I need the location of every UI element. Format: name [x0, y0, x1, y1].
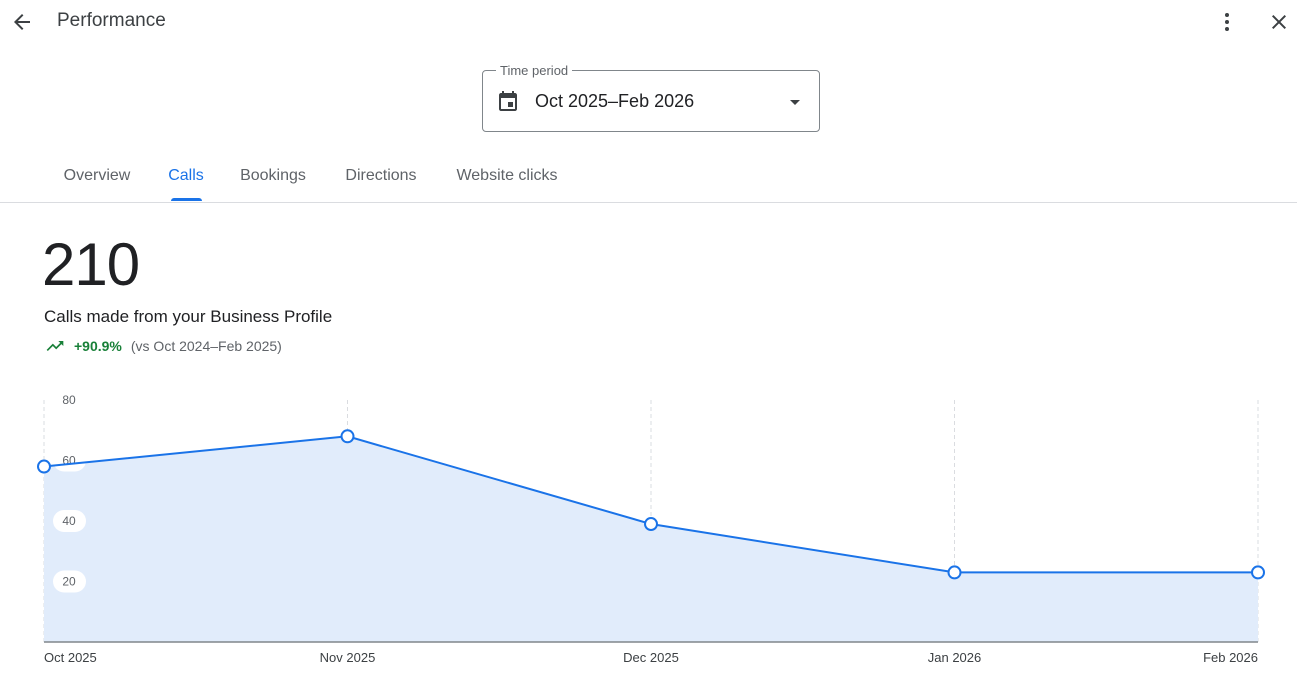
data-point-1[interactable] [340, 429, 355, 444]
x-tick-label: Nov 2025 [320, 650, 376, 665]
data-point-4[interactable] [1251, 565, 1265, 580]
trend-comparison: (vs Oct 2024–Feb 2025) [130, 338, 282, 354]
caret-down-icon [790, 100, 800, 105]
tab-calls[interactable]: Calls [168, 167, 204, 184]
more-options-button[interactable] [1207, 2, 1247, 42]
y-tick-background [53, 449, 86, 472]
chart-area-fill [44, 436, 1258, 642]
y-tick-label: 40 [62, 514, 76, 528]
calendar-icon [499, 91, 517, 111]
y-tick-background [53, 389, 86, 411]
data-point-0[interactable] [37, 459, 51, 474]
active-tab-indicator [171, 198, 202, 201]
x-axis-ticks: Oct 2025 Nov 2025 Dec 2025 Jan 2026 Feb 2026 [44, 650, 1258, 665]
back-button[interactable] [2, 2, 42, 42]
time-period-label: Time period [496, 63, 573, 78]
data-point-3[interactable] [947, 565, 962, 580]
metric-tabs: Overview Calls Bookings Directions Websi… [0, 156, 1297, 203]
close-icon [1272, 15, 1286, 29]
top-bar: Performance [0, 0, 1297, 44]
x-tick-label: Feb 2026 [1203, 650, 1258, 665]
y-tick-label: 20 [62, 575, 76, 589]
trend-row: +90.9% (vs Oct 2024–Feb 2025) [44, 336, 282, 356]
y-tick-background [53, 570, 86, 593]
time-period-select[interactable]: Time period Oct 2025–Feb 2026 [482, 63, 820, 132]
x-tick-label: Jan 2026 [928, 650, 982, 665]
time-period-value: Oct 2025–Feb 2026 [535, 91, 695, 111]
data-points [37, 429, 1265, 580]
tab-directions[interactable]: Directions [345, 167, 417, 184]
y-tick-label: 80 [62, 393, 76, 407]
trend-change: +90.9% [74, 338, 122, 354]
arrow-back-icon [14, 14, 30, 30]
y-tick-background [53, 510, 86, 532]
close-button[interactable] [1259, 2, 1297, 42]
tab-bookings[interactable]: Bookings [240, 167, 306, 184]
trending-up-icon [46, 341, 64, 351]
tab-overview[interactable]: Overview [63, 167, 131, 184]
metric-caption: Calls made from your Business Profile [44, 307, 333, 326]
more-vert-icon [1225, 13, 1229, 31]
x-tick-label: Dec 2025 [623, 650, 679, 665]
tab-website-clicks[interactable]: Website clicks [456, 167, 558, 184]
x-tick-label: Oct 2025 [44, 650, 97, 665]
total-calls-value: 210 [42, 231, 140, 298]
data-point-2[interactable] [644, 517, 658, 532]
page-title: Performance [57, 10, 166, 31]
